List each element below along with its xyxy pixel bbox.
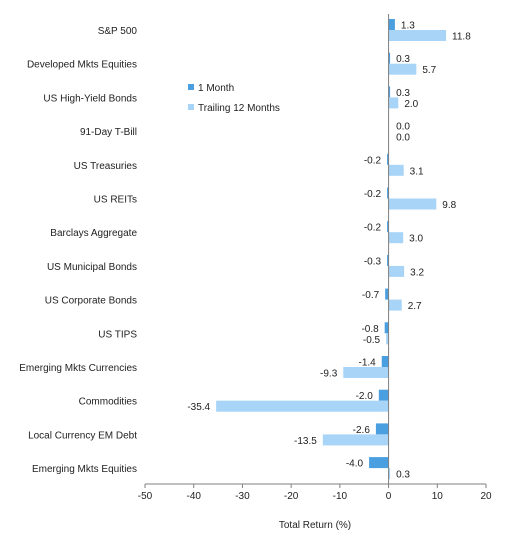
data-label: -0.5 — [363, 335, 381, 346]
x-tick-label: -30 — [235, 491, 250, 502]
data-label: -2.6 — [353, 425, 371, 436]
category-label: Commodities — [79, 397, 137, 408]
bar-trailing-12-months — [216, 400, 389, 412]
x-tick-label: -50 — [138, 491, 153, 502]
bar-trailing-12-months — [388, 468, 391, 480]
bar-trailing-12-months — [388, 265, 405, 277]
data-label: -9.3 — [320, 369, 338, 380]
data-label: 0.0 — [396, 122, 410, 133]
bars-layer — [216, 19, 447, 480]
category-label: US TIPS — [98, 329, 137, 340]
bar-trailing-12-months — [388, 30, 447, 41]
bar-1-month — [381, 356, 389, 367]
data-label: -0.3 — [364, 256, 382, 267]
bar-1-month — [387, 153, 389, 165]
data-label: 3.0 — [409, 234, 423, 245]
data-label: 9.8 — [442, 200, 456, 211]
bar-trailing-12-months — [388, 232, 404, 244]
category-label: Emerging Mkts Equities — [32, 464, 137, 475]
data-label: -0.7 — [362, 290, 380, 301]
category-label: Developed Mkts Equities — [27, 60, 137, 71]
bar-1-month — [387, 187, 389, 199]
category-label: 91-Day T-Bill — [80, 127, 137, 138]
data-label: 11.8 — [452, 32, 471, 43]
data-label: -2.0 — [356, 391, 374, 402]
data-label: -4.0 — [346, 459, 364, 470]
x-tick-label: 20 — [480, 491, 492, 502]
data-label: 0.3 — [396, 88, 410, 99]
bar-trailing-12-months — [386, 333, 389, 345]
category-label: US REITs — [94, 195, 137, 206]
bar-trailing-12-months — [388, 63, 417, 75]
data-label: -0.8 — [361, 324, 379, 335]
data-label: 0.3 — [396, 470, 410, 481]
bar-1-month — [384, 322, 389, 334]
bar-trailing-12-months — [388, 164, 404, 176]
data-label: -1.4 — [359, 358, 377, 369]
data-label: -0.2 — [364, 189, 382, 200]
legend-label: Trailing 12 Months — [198, 103, 280, 114]
category-label: US Municipal Bonds — [47, 262, 137, 273]
category-label: S&P 500 — [98, 26, 138, 37]
x-tick-label: -10 — [333, 491, 348, 502]
bar-1-month — [385, 288, 389, 300]
data-label: 1.3 — [401, 21, 415, 32]
bar-1-month — [388, 86, 391, 98]
bar-trailing-12-months — [343, 367, 389, 378]
data-label: 2.0 — [404, 99, 418, 110]
legend-swatch — [188, 84, 194, 90]
bar-trailing-12-months — [388, 97, 399, 109]
bar-trailing-12-months — [322, 434, 389, 446]
category-label: Barclays Aggregate — [50, 228, 137, 239]
data-label: 0.3 — [396, 54, 410, 65]
data-label: 0.0 — [396, 133, 410, 144]
labels-layer: S&P 500 1.3 11.8 Developed Mkts Equities 0.3… — [19, 21, 471, 481]
category-label: Local Currency EM Debt — [28, 430, 137, 441]
category-label: US High-Yield Bonds — [43, 93, 137, 104]
bar-1-month — [369, 457, 389, 469]
bar-trailing-12-months — [388, 299, 402, 311]
data-label: -0.2 — [364, 223, 382, 234]
bar-1-month — [387, 221, 389, 233]
data-label: 2.7 — [408, 301, 422, 312]
data-label: -35.4 — [187, 402, 210, 413]
x-tick-label: -20 — [284, 491, 299, 502]
bar-1-month — [375, 423, 389, 435]
category-label: US Treasuries — [74, 161, 137, 172]
category-label: Emerging Mkts Currencies — [19, 363, 137, 374]
bar-trailing-12-months — [388, 198, 437, 210]
category-label: US Corporate Bonds — [45, 296, 137, 307]
x-tick-label: 10 — [432, 491, 444, 502]
x-axis: -50 -40 -30 -20 -10 0 10 20 — [138, 14, 492, 502]
x-tick-label: 0 — [386, 491, 392, 502]
data-label: 5.7 — [422, 65, 436, 76]
bar-1-month — [387, 254, 389, 266]
x-axis-title: Total Return (%) — [279, 520, 351, 531]
bar-1-month — [378, 389, 389, 401]
data-label: -13.5 — [294, 436, 317, 447]
legend-swatch — [188, 104, 194, 110]
data-label: 3.2 — [410, 267, 424, 278]
data-label: -0.2 — [364, 155, 382, 166]
legend: 1 Month Trailing 12 Months — [188, 83, 280, 114]
data-label: 3.1 — [410, 166, 424, 177]
bar-1-month — [388, 19, 395, 30]
bar-1-month — [388, 52, 391, 64]
x-tick-label: -40 — [186, 491, 201, 502]
legend-label: 1 Month — [198, 83, 234, 94]
